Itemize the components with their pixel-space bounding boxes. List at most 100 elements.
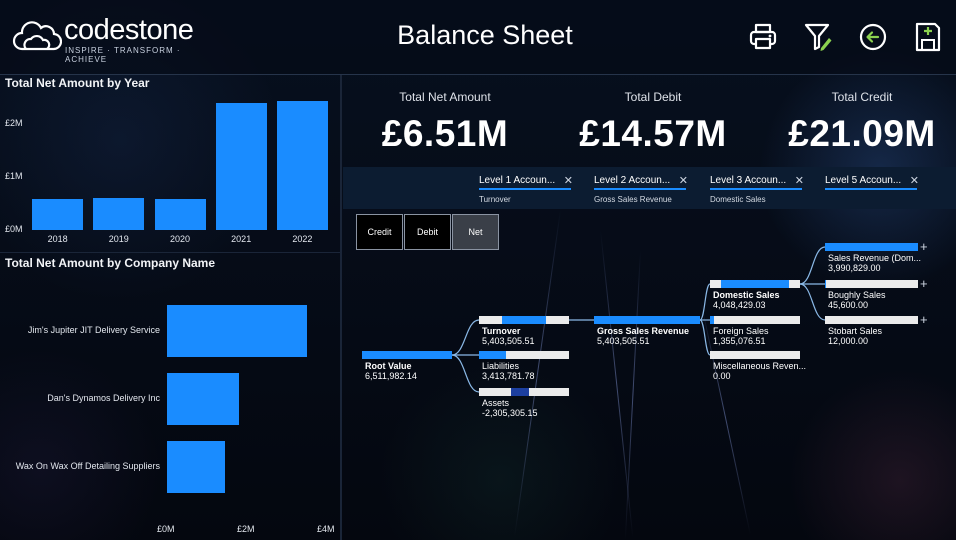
node-label: Domestic Sales: [713, 290, 780, 300]
x-axis-tick-label: £0M: [157, 524, 175, 534]
y-axis-tick-label: £2M: [5, 118, 23, 129]
node-bar-track: [710, 316, 800, 324]
node-label: Stobart Sales: [828, 326, 883, 336]
printer-icon: [749, 23, 777, 50]
filter-label: Level 2 Accoun...: [594, 175, 671, 186]
clear-filter-icon[interactable]: ✕: [563, 175, 573, 187]
filter-value: Turnover: [479, 195, 511, 204]
year-bar[interactable]: [215, 103, 267, 230]
filter-level-2[interactable]: Level 2 Accoun... ✕ Gross Sales Revenue: [594, 175, 688, 204]
y-axis-tick-label: Dan's Dynamos Delivery Inc: [47, 393, 160, 403]
year-chart-title: Total Net Amount by Year: [5, 76, 150, 90]
back-button[interactable]: [858, 20, 888, 54]
node-bar-fill: [825, 280, 826, 288]
kpi-net-value: £6.51M: [381, 113, 509, 154]
filter-level-5[interactable]: Level 5 Accoun... ✕: [825, 175, 919, 195]
filter-edit-button[interactable]: [803, 20, 833, 54]
node-bar-fill: [825, 243, 918, 251]
node-bar-fill: [594, 316, 700, 324]
x-axis-tick-label: £4M: [317, 524, 335, 534]
tree-node[interactable]: Boughly Sales 45,600.00: [825, 280, 918, 312]
node-bar-track: [710, 351, 800, 359]
filter-level-3[interactable]: Level 3 Accoun... ✕ Domestic Sales: [710, 175, 804, 204]
tree-node[interactable]: Stobart Sales 12,000.00: [825, 316, 918, 348]
tree-node[interactable]: Miscellaneous Reven... 0.00: [710, 351, 806, 383]
x-axis-tick-label: 2020: [169, 234, 191, 244]
x-axis-tick-label: 2022: [292, 234, 313, 244]
tree-node[interactable]: Turnover 5,403,505.51: [479, 316, 569, 348]
save-bookmark-button[interactable]: [913, 20, 943, 54]
clear-filter-icon[interactable]: ✕: [794, 175, 804, 187]
year-bar[interactable]: [154, 199, 206, 230]
kpi-credit-label: Total Credit: [831, 90, 893, 104]
expand-plus-icon[interactable]: +: [920, 312, 928, 327]
panel-divider: [340, 75, 342, 540]
tree-node[interactable]: Root Value 6,511,982.14: [362, 351, 452, 383]
node-label: Turnover: [482, 326, 521, 336]
y-axis-tick-label: Wax On Wax Off Detailing Suppliers: [15, 461, 160, 471]
node-value: 5,403,505.51: [597, 336, 650, 346]
filter-level-1[interactable]: Level 1 Accoun... ✕ Turnover: [479, 175, 573, 204]
company-bar[interactable]: [167, 305, 307, 357]
kpi-credit-value: £21.09M: [788, 113, 936, 154]
node-value: 45,600.00: [828, 300, 869, 310]
node-value: 3,990,829.00: [828, 263, 881, 273]
node-bar-track: [479, 351, 569, 359]
filter-label: Level 3 Accoun...: [710, 175, 787, 186]
clear-filter-icon[interactable]: ✕: [909, 175, 919, 187]
year-bar[interactable]: [276, 100, 328, 230]
tree-node[interactable]: Gross Sales Revenue 5,403,505.51: [594, 316, 700, 348]
panel-divider: [0, 252, 340, 253]
node-bar-track: [825, 316, 918, 324]
node-label: Miscellaneous Reven...: [713, 361, 807, 371]
print-button[interactable]: [748, 20, 778, 54]
company-bar[interactable]: [167, 441, 225, 493]
logo-tagline: INSPIRE · TRANSFORM · ACHIEVE: [65, 46, 181, 64]
logo-wordmark: codestone: [64, 14, 194, 46]
tree-node[interactable]: Liabilities 3,413,781.78: [479, 351, 569, 383]
filter-edit-icon: [804, 23, 832, 51]
expand-plus-icon[interactable]: +: [920, 239, 928, 254]
x-axis-tick-label: 2019: [108, 234, 129, 244]
filter-value: Domestic Sales: [710, 195, 766, 204]
credit-toggle-button[interactable]: Credit: [356, 214, 403, 250]
filter-value: Gross Sales Revenue: [594, 195, 672, 204]
debit-toggle-button[interactable]: Debit: [404, 214, 451, 250]
filter-label: Level 1 Accoun...: [479, 175, 556, 186]
page-title: Balance Sheet: [397, 20, 573, 50]
year-bar[interactable]: [32, 199, 84, 230]
net-toggle-button[interactable]: Net: [452, 214, 499, 250]
node-bar-fill: [510, 388, 529, 396]
node-bar-fill: [710, 316, 714, 324]
save-add-icon: [915, 22, 941, 52]
tree-node[interactable]: Foreign Sales 1,355,076.51: [710, 316, 800, 348]
company-bar[interactable]: [167, 373, 239, 425]
x-axis-tick-label: £2M: [237, 524, 255, 534]
node-label: Sales Revenue (Dom...: [828, 253, 922, 263]
clear-filter-icon[interactable]: ✕: [678, 175, 688, 187]
node-value: 1,355,076.51: [713, 336, 766, 346]
node-label: Assets: [482, 398, 510, 408]
node-bar-fill: [502, 316, 546, 324]
expand-plus-icon[interactable]: +: [920, 276, 928, 291]
kpi-debit-label: Total Debit: [624, 90, 682, 104]
node-value: 12,000.00: [828, 336, 869, 346]
y-axis-tick-label: £1M: [5, 171, 23, 182]
tree-node[interactable]: Domestic Sales 4,048,429.03: [710, 280, 800, 312]
x-axis-tick-label: 2018: [47, 234, 68, 244]
company-chart-title: Total Net Amount by Company Name: [5, 256, 216, 270]
cloud-logo-icon: [12, 21, 62, 51]
node-label: Root Value: [365, 361, 412, 371]
node-value: 4,048,429.03: [713, 300, 766, 310]
tree-node[interactable]: Assets -2,305,305.15: [479, 388, 569, 420]
node-label: Boughly Sales: [828, 290, 886, 300]
filter-pane: Level 1 Accoun... ✕ Turnover Level 2 Acco…: [343, 167, 956, 209]
node-value: 6,511,982.14: [365, 371, 417, 381]
y-axis-tick-label: Jim's Jupiter JIT Delivery Service: [27, 325, 160, 335]
node-value: 3,413,781.78: [482, 371, 535, 381]
node-value: -2,305,305.15: [482, 408, 538, 418]
tree-node[interactable]: Sales Revenue (Dom... 3,990,829.00: [825, 243, 922, 275]
year-bar[interactable]: [93, 198, 145, 230]
node-value: 0.00: [713, 371, 731, 381]
